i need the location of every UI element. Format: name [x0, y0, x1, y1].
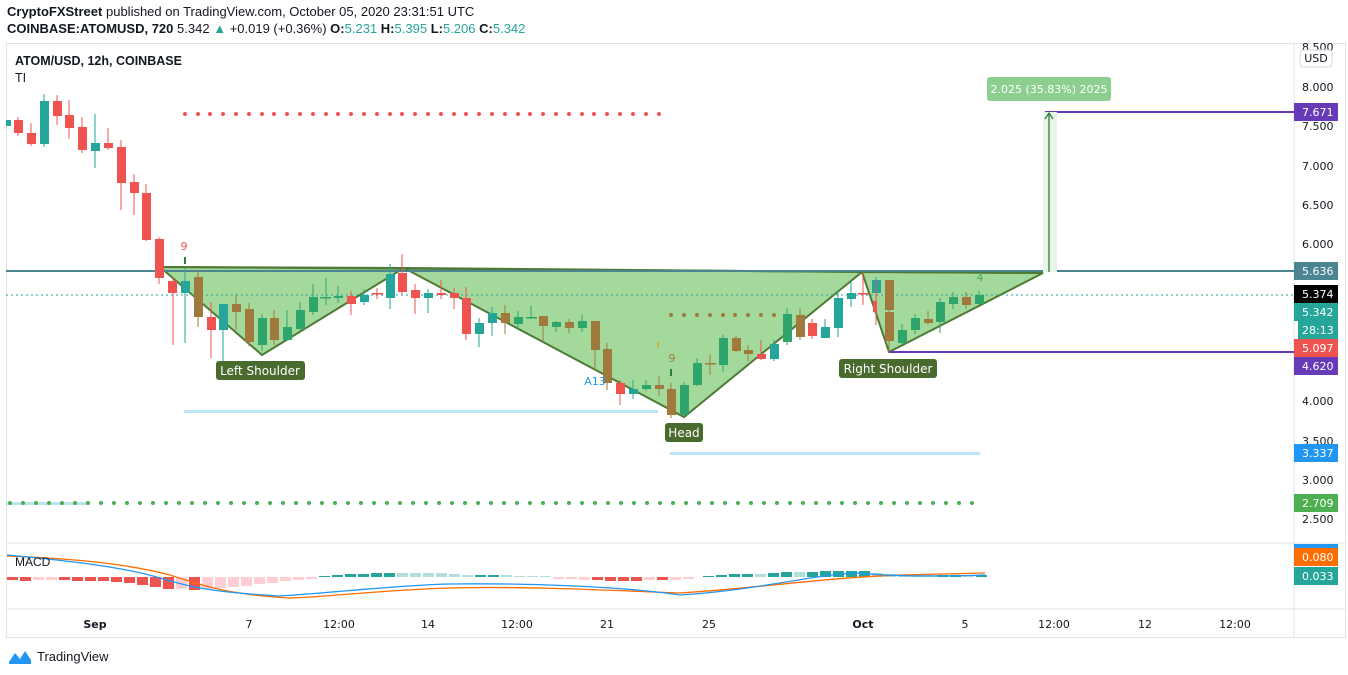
time-label: 5 [962, 618, 969, 631]
legend-title: ATOM/USD, 12h, COINBASE [15, 54, 182, 68]
td-marker [670, 369, 672, 376]
open-label: O: [330, 21, 345, 36]
tick-7000: 7.000 [1302, 160, 1334, 173]
macd-value: 0.033 [1302, 570, 1334, 583]
tag-countdown: 28:13 [1302, 324, 1334, 337]
td-count-9-head: 9 [669, 352, 676, 365]
target-range-box [1043, 112, 1057, 272]
time-label: 12:00 [1219, 618, 1251, 631]
footer-brand[interactable]: TradingView [8, 648, 109, 664]
time-label: 21 [600, 618, 614, 631]
legend-indicator: TI [15, 71, 27, 85]
tick-6500: 6.500 [1302, 199, 1334, 212]
symbol-label: COINBASE:ATOMUSD, 720 [7, 21, 174, 36]
resistance-dots [183, 112, 661, 116]
time-label: 14 [421, 618, 435, 631]
macd-line [6, 554, 986, 597]
td-count-4: 4 [977, 271, 984, 284]
low-value: 5.206 [442, 21, 476, 36]
high-value: 5.395 [394, 21, 428, 36]
high-label: H: [380, 21, 395, 36]
tick-7500: 7.500 [1302, 120, 1334, 133]
footer-brand-label: TradingView [37, 648, 109, 664]
tick-3000: 3.000 [1302, 474, 1334, 487]
left-shoulder-box [216, 361, 305, 380]
head-box [665, 423, 703, 442]
publisher-name: CryptoFXStreet [7, 4, 103, 19]
change-value: +0.019 (+0.36%) [229, 21, 327, 36]
time-label: 12:00 [501, 618, 533, 631]
macd-signal-line [6, 555, 986, 599]
tag-5097: 5.097 [1302, 342, 1334, 355]
support-line-4 [184, 410, 658, 413]
tag-prev-close: 5.374 [1302, 288, 1334, 301]
currency-label: USD [1304, 52, 1328, 65]
tick-4000: 4.000 [1302, 395, 1334, 408]
head-label: Head [668, 426, 699, 440]
time-axis[interactable]: Sep 7 12:00 14 12:00 21 25 Oct 5 12:00 1… [83, 618, 1250, 631]
open-value: 5.231 [344, 21, 378, 36]
tradingview-logo-icon [9, 651, 31, 664]
macd-value-signal: 0.080 [1302, 551, 1334, 564]
time-label: 12:00 [323, 618, 355, 631]
symbol-ohlc-bar: COINBASE:ATOMUSD, 720 5.342 ▲ +0.019 (+0… [7, 21, 525, 36]
target-label-box [987, 77, 1111, 101]
macd-tag-orange [1294, 548, 1338, 566]
right-shoulder-box [839, 359, 937, 378]
time-label: 7 [246, 618, 253, 631]
price-axis[interactable]: 8.500 8.000 7.500 7.000 6.500 6.000 4.00… [1302, 41, 1334, 526]
td-marker [657, 342, 659, 348]
tag-rs-low: 4.620 [1302, 360, 1334, 373]
tag-support-blue: 3.337 [1302, 447, 1334, 460]
tag-support-green: 2.709 [1302, 497, 1334, 510]
published-text: published on TradingView.com, October 05… [105, 4, 475, 19]
support-dots [8, 501, 974, 505]
td-a13-label: A13 [584, 375, 606, 388]
left-shoulder-label: Left Shoulder [220, 364, 300, 378]
macd-tag-teal [1294, 567, 1338, 585]
right-shoulder-label: Right Shoulder [844, 362, 933, 376]
tick-6000: 6.000 [1302, 238, 1334, 251]
tag-neckline: 5.636 [1302, 265, 1334, 278]
tag-target: 7.671 [1302, 106, 1334, 119]
candles [6, 94, 984, 418]
td-marker [184, 257, 186, 264]
close-value: 5.342 [492, 21, 526, 36]
tick-2500: 2.500 [1302, 513, 1334, 526]
td-count-9-left: 9 [181, 240, 188, 253]
macd-label: MACD [15, 555, 51, 569]
time-label: 25 [702, 618, 716, 631]
currency-button[interactable] [1299, 49, 1333, 68]
target-label: 2.025 (35.83%) 2025 [990, 83, 1107, 96]
arrow-up-icon [1044, 111, 1054, 120]
tick-8000: 8.000 [1302, 81, 1334, 94]
chart-legend: ATOM/USD, 12h, COINBASE TI [15, 53, 182, 87]
tag-last-price: 5.342 [1302, 306, 1334, 319]
time-label-sep: Sep [83, 618, 106, 631]
publish-info: CryptoFXStreet published on TradingView.… [7, 4, 474, 19]
price-tags: 7.671 5.636 5.374 5.342 28:13 5.097 4.62… [1294, 103, 1338, 512]
time-label: 12 [1138, 618, 1152, 631]
chart-frame [6, 43, 1346, 638]
support-line-3337 [670, 452, 980, 455]
macd-tag-blue [1294, 544, 1338, 548]
low-label: L: [430, 21, 443, 36]
triangle-up-icon: ▲ [213, 21, 227, 36]
last-price: 5.342 [177, 21, 210, 36]
time-label: 12:00 [1038, 618, 1070, 631]
td-dots [669, 313, 776, 317]
close-label: C: [479, 21, 493, 36]
time-label-oct: Oct [852, 618, 873, 631]
